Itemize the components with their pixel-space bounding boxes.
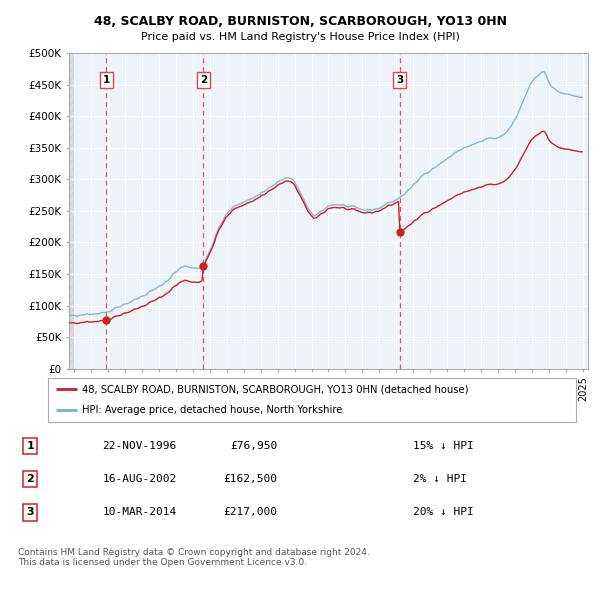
Text: 10-MAR-2014: 10-MAR-2014 bbox=[103, 507, 177, 517]
Text: 2% ↓ HPI: 2% ↓ HPI bbox=[413, 474, 467, 484]
Text: HPI: Average price, detached house, North Yorkshire: HPI: Average price, detached house, Nort… bbox=[82, 405, 343, 415]
Text: 2: 2 bbox=[200, 75, 207, 85]
Text: 2: 2 bbox=[26, 474, 34, 484]
Text: 48, SCALBY ROAD, BURNISTON, SCARBOROUGH, YO13 0HN: 48, SCALBY ROAD, BURNISTON, SCARBOROUGH,… bbox=[94, 15, 506, 28]
Text: 20% ↓ HPI: 20% ↓ HPI bbox=[413, 507, 473, 517]
Text: 3: 3 bbox=[396, 75, 403, 85]
Text: Price paid vs. HM Land Registry's House Price Index (HPI): Price paid vs. HM Land Registry's House … bbox=[140, 32, 460, 42]
Text: 1: 1 bbox=[103, 75, 110, 85]
Text: £217,000: £217,000 bbox=[223, 507, 277, 517]
Bar bbox=[69, 53, 76, 369]
Text: 48, SCALBY ROAD, BURNISTON, SCARBOROUGH, YO13 0HN (detached house): 48, SCALBY ROAD, BURNISTON, SCARBOROUGH,… bbox=[82, 384, 469, 394]
Text: 1: 1 bbox=[26, 441, 34, 451]
Text: Contains HM Land Registry data © Crown copyright and database right 2024.
This d: Contains HM Land Registry data © Crown c… bbox=[18, 548, 370, 567]
Text: £76,950: £76,950 bbox=[230, 441, 277, 451]
Text: 22-NOV-1996: 22-NOV-1996 bbox=[103, 441, 177, 451]
Text: 16-AUG-2002: 16-AUG-2002 bbox=[103, 474, 177, 484]
Text: £162,500: £162,500 bbox=[223, 474, 277, 484]
Text: 15% ↓ HPI: 15% ↓ HPI bbox=[413, 441, 473, 451]
Text: 3: 3 bbox=[26, 507, 34, 517]
